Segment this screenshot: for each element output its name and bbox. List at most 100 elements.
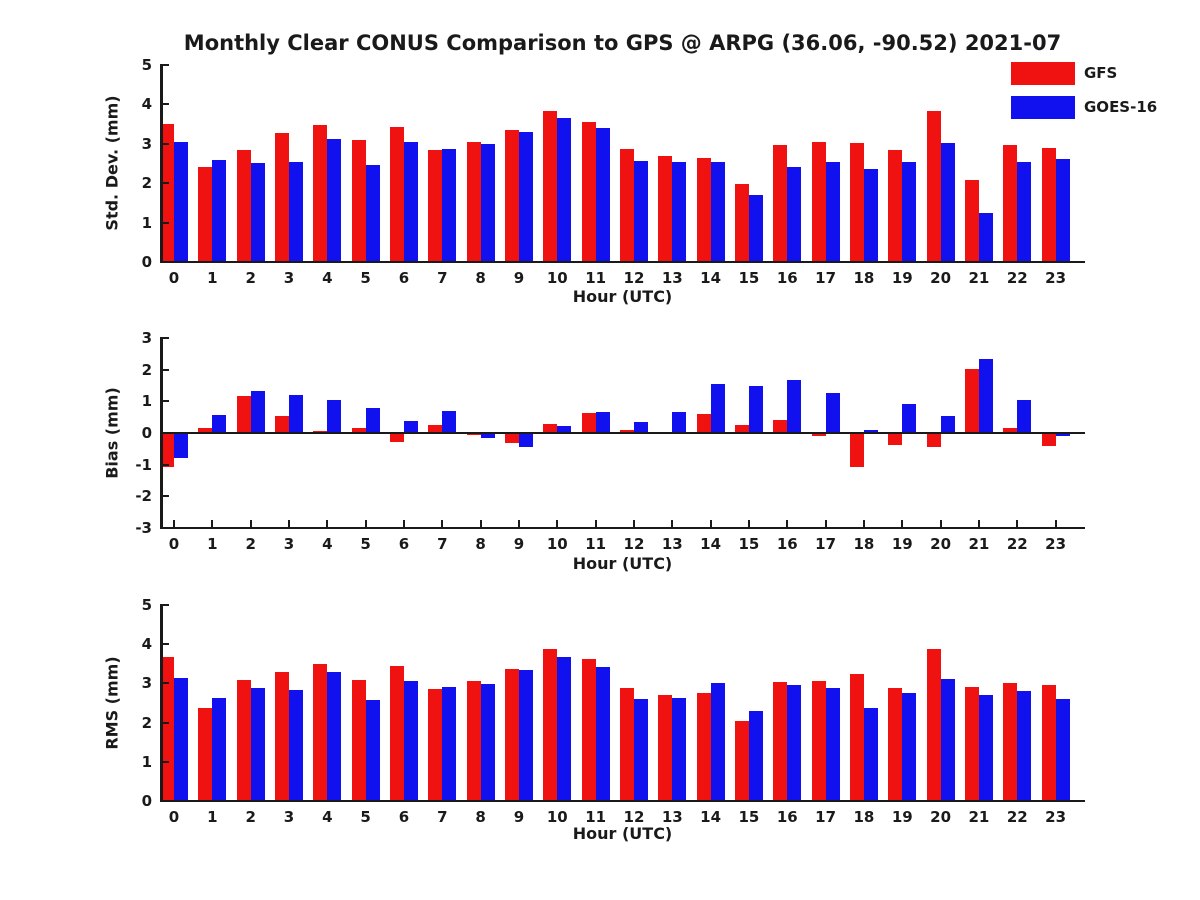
y-tick-label: 3 xyxy=(141,674,152,693)
y-tick-mark xyxy=(160,337,169,339)
bar-gfs-h1 xyxy=(198,427,213,433)
bar-gfs-h18 xyxy=(849,673,864,801)
bar-goes-16-h8 xyxy=(480,143,495,262)
x-tick-label: 5 xyxy=(360,535,371,553)
bar-goes-16-h17 xyxy=(825,393,840,433)
x-tick-mark xyxy=(709,520,712,528)
x-tick-mark xyxy=(594,520,597,528)
x-tick-label: 12 xyxy=(623,808,645,826)
bar-gfs-h11 xyxy=(581,659,596,801)
x-tick-mark xyxy=(632,520,635,528)
bar-goes-16-h15 xyxy=(748,386,763,433)
bar-goes-16-h4 xyxy=(327,399,342,433)
x-tick-label: 5 xyxy=(360,269,371,287)
y-tick-mark xyxy=(160,527,169,529)
y-tick-label: 3 xyxy=(141,329,152,347)
x-tick-mark xyxy=(1016,520,1019,528)
bar-goes-16-h19 xyxy=(902,403,917,433)
x-tick-label: 22 xyxy=(1006,808,1028,826)
bar-gfs-h8 xyxy=(466,141,481,262)
bar-goes-16-h15 xyxy=(748,710,763,801)
x-tick-label: 2 xyxy=(245,269,256,287)
bar-gfs-h6 xyxy=(389,127,404,262)
bar-gfs-h5 xyxy=(351,680,366,801)
bar-goes-16-h0 xyxy=(174,678,188,801)
bar-goes-16-h14 xyxy=(710,161,725,262)
bar-goes-16-h2 xyxy=(250,688,265,801)
bar-goes-16-h7 xyxy=(442,148,457,262)
legend-label-goes16: GOES-16 xyxy=(1084,98,1158,116)
x-tick-label: 6 xyxy=(398,535,410,553)
x-tick-label: 2 xyxy=(245,535,256,553)
x-tick-mark xyxy=(173,520,175,528)
y-tick-label: 2 xyxy=(141,360,152,379)
x-tick-label: 15 xyxy=(738,808,760,826)
y-tick-mark xyxy=(160,103,169,106)
y-tick-label: 0 xyxy=(141,424,152,442)
bar-gfs-h3 xyxy=(274,133,289,262)
y-tick-label: 1 xyxy=(141,392,152,411)
x-tick-mark xyxy=(287,520,290,528)
panel-bias: -3 -2 -1 0 1 2 3 0 1 2 3 4 5 6 7 8 9 10 11 12 13 14 15 16 17 18 19… xyxy=(135,329,1085,553)
x-tick-label: 14 xyxy=(700,808,722,826)
bar-goes-16-h15 xyxy=(748,195,763,262)
x-tick-mark xyxy=(479,520,482,528)
bar-gfs-h20 xyxy=(926,649,941,801)
y-tick-mark xyxy=(160,495,169,498)
y-axis-line xyxy=(160,65,163,262)
x-tick-label: 0 xyxy=(168,808,180,826)
y-tick-label: -2 xyxy=(135,487,152,506)
x-tick-label: 3 xyxy=(283,808,295,826)
x-tick-label: 6 xyxy=(398,808,410,826)
y-tick-mark xyxy=(160,760,169,763)
x-tick-label: 4 xyxy=(322,535,333,553)
bar-goes-16-h7 xyxy=(442,410,457,433)
x-axis-label-rms: Hour (UTC) xyxy=(572,824,673,843)
x-tick-label: 11 xyxy=(585,808,607,826)
x-tick-label: 13 xyxy=(661,269,683,287)
x-tick-label: 22 xyxy=(1006,535,1028,553)
bar-gfs-h0 xyxy=(160,124,174,262)
bar-gfs-h17 xyxy=(811,680,826,801)
bar-goes-16-h1 xyxy=(212,697,227,801)
bar-goes-16-h5 xyxy=(365,700,380,801)
bar-gfs-h9 xyxy=(504,668,519,801)
y-tick-label: -3 xyxy=(135,519,152,537)
x-tick-label: 17 xyxy=(815,535,837,553)
bar-goes-16-h3 xyxy=(288,690,303,801)
bar-goes-16-h4 xyxy=(327,139,342,262)
panel-rms: 0 1 2 3 4 5 0 1 2 3 4 5 6 7 8 9 10 11 12 13 14 15 16 17 18 19 20 21… xyxy=(142,596,1085,826)
x-tick-label: 18 xyxy=(853,535,875,553)
x-tick-label: 10 xyxy=(546,535,568,553)
bar-gfs-h16 xyxy=(773,419,788,433)
bar-goes-16-h17 xyxy=(825,162,840,262)
x-tick-label: 8 xyxy=(475,808,486,826)
bar-goes-16-h21 xyxy=(978,358,993,433)
bar-goes-16-h13 xyxy=(672,412,687,433)
bar-gfs-h21 xyxy=(964,369,979,433)
x-tick-label: 10 xyxy=(546,808,568,826)
y-tick-mark xyxy=(160,221,169,224)
bar-gfs-h23 xyxy=(1041,685,1056,801)
x-tick-label: 3 xyxy=(283,535,295,553)
bar-gfs-h4 xyxy=(313,430,328,433)
legend: GFS GOES-16 xyxy=(1011,62,1157,130)
x-tick-mark xyxy=(249,520,252,528)
x-tick-label: 4 xyxy=(322,808,333,826)
x-tick-mark xyxy=(747,520,750,528)
bar-goes-16-h1 xyxy=(212,159,227,262)
bar-goes-16-h7 xyxy=(442,686,457,801)
legend-item-goes16: GOES-16 xyxy=(1011,96,1157,119)
bar-goes-16-h9 xyxy=(518,131,533,262)
bar-gfs-h2 xyxy=(236,680,251,801)
x-tick-label: 20 xyxy=(930,535,952,553)
x-tick-label: 22 xyxy=(1006,269,1028,287)
bar-goes-16-h8 xyxy=(480,433,495,439)
x-tick-label: 18 xyxy=(853,269,875,287)
x-tick-label: 11 xyxy=(585,535,607,553)
bar-gfs-h8 xyxy=(466,681,481,801)
y-tick-label: 0 xyxy=(141,253,152,271)
bar-gfs-h20 xyxy=(926,433,941,448)
bar-goes-16-h5 xyxy=(365,165,380,262)
